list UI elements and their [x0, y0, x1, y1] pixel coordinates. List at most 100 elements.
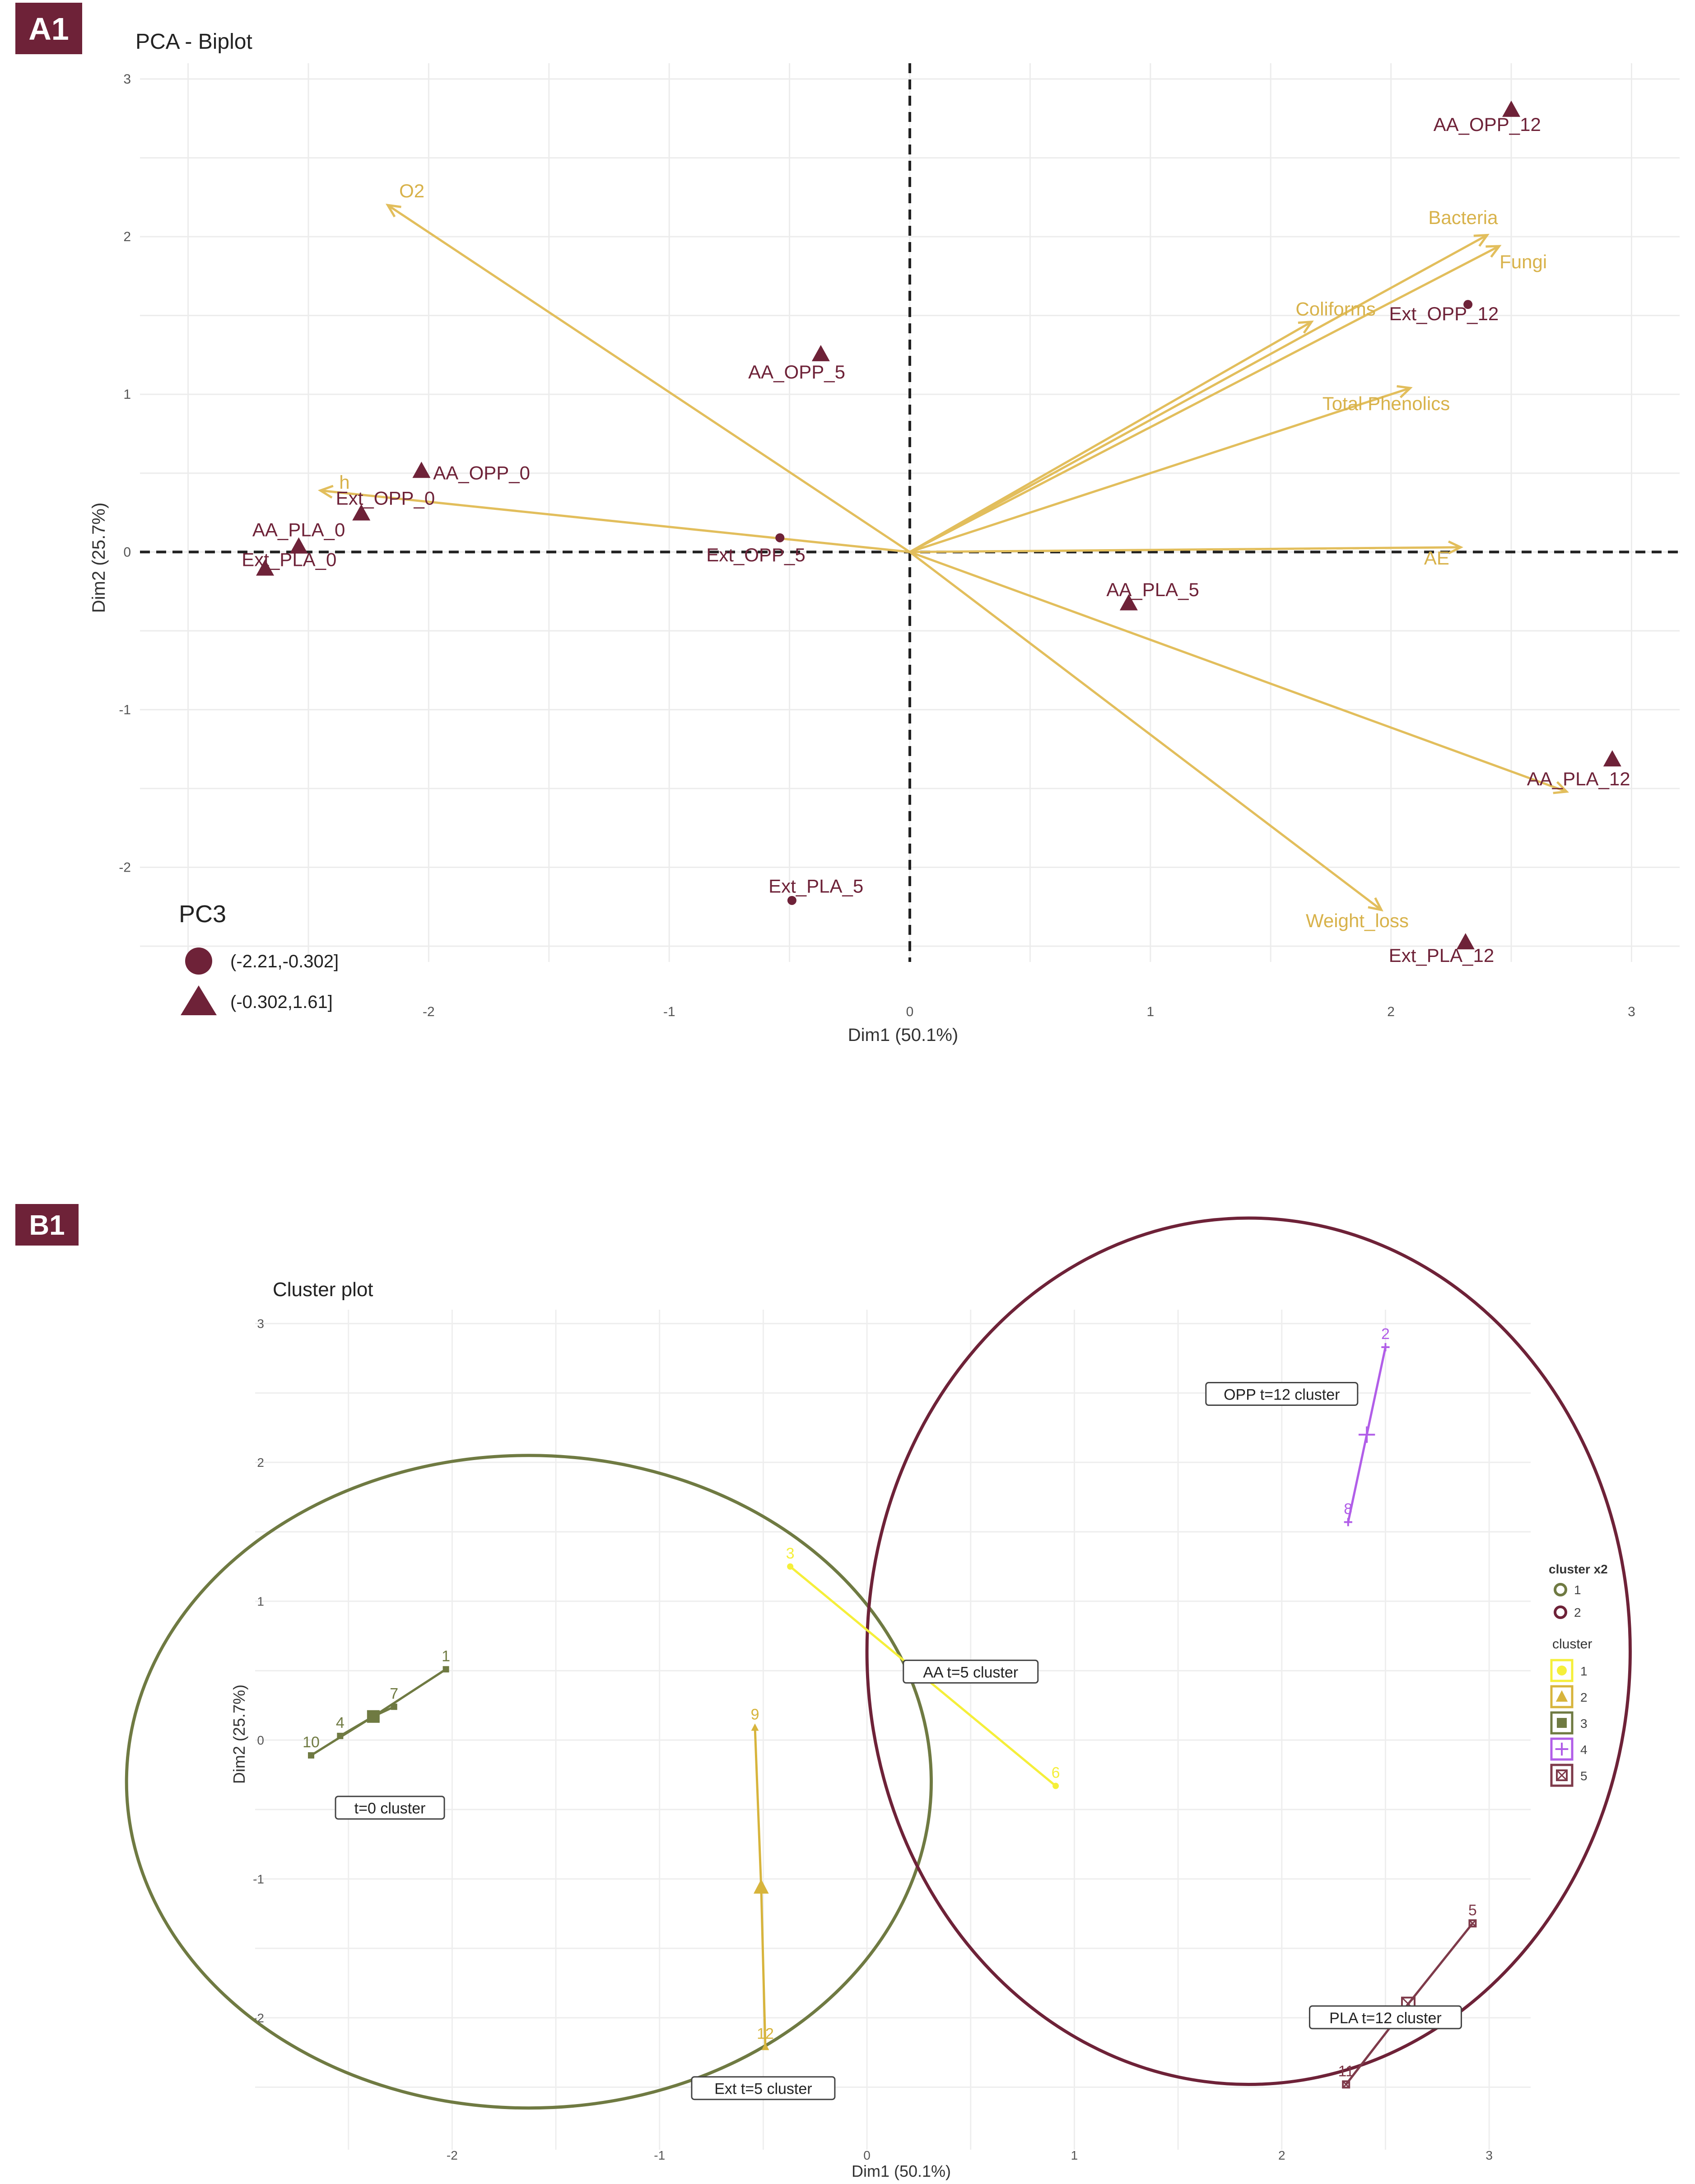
- legend-b1-cluster-marker: [1556, 1769, 1568, 1781]
- x-tick-label: 2: [1278, 2148, 1285, 2162]
- point-label: AA_PLA_5: [1106, 579, 1199, 600]
- x-tick-label: 2: [1387, 1004, 1395, 1019]
- cluster-point-label: 8: [1344, 1500, 1352, 1517]
- legend-b1-cx2-1-label: 1: [1574, 1583, 1581, 1597]
- legend-b1-cluster-x2-title: cluster x2: [1549, 1562, 1608, 1576]
- legend-b1-cluster-label: 1: [1580, 1664, 1588, 1678]
- y-tick-label: 1: [123, 387, 131, 402]
- chart-b1-cluster-annotations: AA t=5 cluster Ext t=5 cluster t=0 cluster…: [335, 1382, 1462, 2100]
- cluster-point: [1344, 1518, 1352, 1526]
- point-marker: [1463, 300, 1473, 309]
- point-label: Ext_OPP_12: [1389, 303, 1499, 324]
- cluster-point-label: 7: [390, 1685, 398, 1702]
- y-tick-label: 2: [123, 229, 131, 244]
- point-marker: [787, 896, 796, 905]
- legend-b1-cluster-item: 3: [1550, 1711, 1588, 1735]
- chart-a1-point-labels: AA_OPP_12 Ext_OPP_12 AA_OPP_5 AA_OPP_0 Ext_O…: [242, 114, 1630, 966]
- cluster-point: [1342, 2080, 1350, 2089]
- point-label: AA_PLA_0: [252, 519, 345, 540]
- panel-a1-badge: [15, 3, 82, 54]
- point-marker: [352, 504, 371, 521]
- cluster-segment: [922, 1675, 1057, 1787]
- y-tick-label: -1: [119, 702, 131, 717]
- cluster-point-label: 3: [786, 1545, 795, 1562]
- point-label: Ext_OPP_5: [706, 544, 805, 565]
- legend-b1-cluster-item: 4: [1550, 1737, 1588, 1761]
- cluster-segment: [373, 1668, 447, 1717]
- cluster-annotation: t=0 cluster: [335, 1796, 445, 1820]
- y-tick-label: 3: [123, 72, 131, 87]
- cluster-point-label: 6: [1052, 1764, 1060, 1782]
- variable-arrow-label: h: [339, 472, 349, 493]
- cluster-annotation-text: OPP t=12 cluster: [1224, 1386, 1340, 1404]
- cluster-point: [1468, 1919, 1477, 1927]
- point-marker: [775, 533, 785, 542]
- cluster-point-label: 12: [757, 2025, 774, 2042]
- variable-arrow: [909, 385, 1413, 553]
- cluster-point-label: 10: [303, 1734, 320, 1751]
- chart-a1-ticks: -2 -1 0 1 2 3 -2 -1 0 1 2 3: [119, 72, 1635, 1019]
- point-marker: [1603, 750, 1621, 767]
- panel-a1-badge-label: A1: [28, 11, 69, 47]
- variable-arrow: [909, 233, 1490, 553]
- cluster-ellipse: [125, 1454, 933, 2110]
- cluster-segment: [1407, 1923, 1474, 2005]
- panel-a1: A1 PCA - Biplot -2 -1 0 1 2 3 -2 -1 0 1 2 3 O2 h Bact…: [15, 3, 1680, 1045]
- cluster-point: [1052, 1783, 1059, 1789]
- variable-arrow-label: Total Phenolics: [1322, 393, 1450, 414]
- chart-b1-y-axis-label: Dim2 (25.7%): [230, 1685, 248, 1784]
- point-label: Ext_PLA_12: [1389, 945, 1495, 966]
- panel-b1-badge-label: B1: [29, 1210, 65, 1241]
- y-tick-label: 2: [257, 1456, 264, 1470]
- cluster-center: [1358, 1426, 1375, 1443]
- chart-b1-legend: cluster x2 1 2 cluster 1 2 3 4 5: [1549, 1562, 1608, 1787]
- variable-arrow: [909, 540, 1463, 555]
- cluster-segment: [1365, 1347, 1387, 1435]
- variable-arrow-label: O2: [399, 180, 424, 201]
- legend-a1-circle-marker: [185, 947, 212, 975]
- cluster-point: [442, 1666, 449, 1673]
- cluster-annotation-text: t=0 cluster: [354, 1800, 426, 1817]
- point-label: AA_OPP_5: [748, 361, 845, 383]
- x-tick-label: 3: [1485, 2148, 1493, 2162]
- legend-b1-cluster-item: 2: [1550, 1685, 1588, 1708]
- point-marker: [1502, 100, 1521, 117]
- cluster-2: 9 12: [751, 1706, 774, 2050]
- legend-b1-cluster-item: 1: [1550, 1659, 1588, 1682]
- variable-arrow: [317, 485, 910, 553]
- cluster-annotation: AA t=5 cluster: [903, 1659, 1039, 1684]
- x-tick-label: -2: [423, 1004, 435, 1019]
- cluster-5: 5 11: [1338, 1902, 1477, 2089]
- point-label: AA_OPP_0: [433, 462, 530, 484]
- point-marker: [811, 345, 830, 361]
- legend-b1-cx2-1-marker: [1554, 1583, 1567, 1596]
- cluster-point: [391, 1703, 397, 1710]
- point-marker: [256, 559, 275, 576]
- cluster-point: [787, 1563, 794, 1570]
- x-tick-label: 0: [906, 1004, 914, 1019]
- cluster-annotation: PLA t=12 cluster: [1309, 2005, 1462, 2030]
- variable-arrow-label: Bacteria: [1428, 207, 1498, 228]
- variable-arrow-label: Weight_loss: [1306, 910, 1409, 931]
- cluster-annotation-text: AA t=5 cluster: [923, 1664, 1018, 1681]
- chart-a1-points: [256, 100, 1621, 950]
- point-label: AA_PLA_12: [1527, 768, 1630, 789]
- x-tick-label: 3: [1628, 1004, 1635, 1019]
- cluster-3: 1 4 7 10: [303, 1647, 450, 1759]
- x-tick-label: -1: [654, 2148, 665, 2162]
- cluster-point: [761, 2043, 769, 2050]
- cluster-point: [308, 1752, 315, 1759]
- legend-b1-cluster-title: cluster: [1552, 1637, 1592, 1652]
- chart-a1-y-axis-label: Dim2 (25.7%): [89, 503, 109, 613]
- chart-a1-legend: PC3 (-2.21,-0.302] (-0.302,1.61]: [179, 901, 339, 1015]
- point-marker: [1119, 594, 1138, 611]
- chart-a1-title: PCA - Biplot: [135, 30, 252, 54]
- legend-b1-cx2-2-marker: [1554, 1605, 1567, 1619]
- cluster-point: [751, 1723, 759, 1731]
- cluster-center: [367, 1710, 380, 1723]
- panel-b1-badge: [15, 1204, 79, 1246]
- variable-arrow-label: Fungi: [1499, 251, 1547, 272]
- chart-b1-title: Cluster plot: [273, 1279, 373, 1301]
